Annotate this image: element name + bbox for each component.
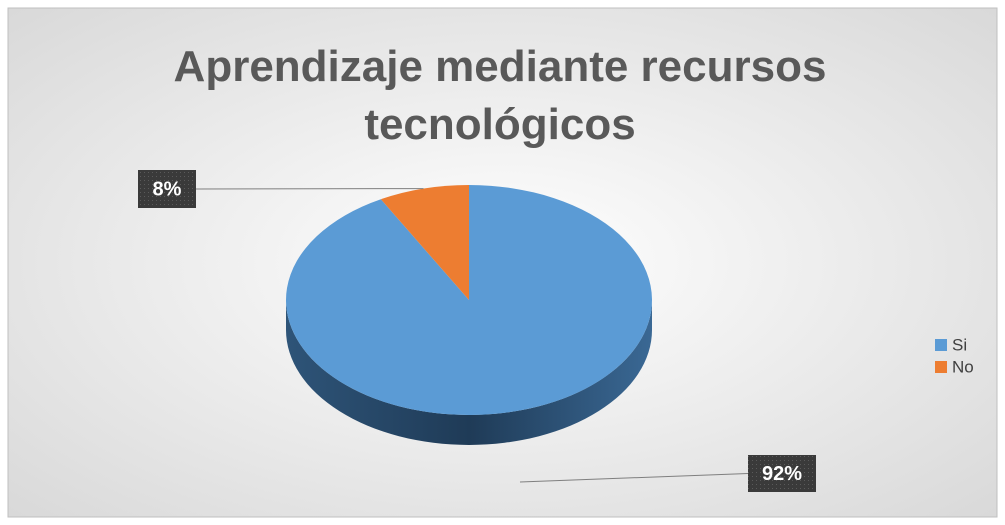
legend-swatch <box>935 339 947 351</box>
data-label: 92% <box>762 463 802 485</box>
pie-side <box>286 300 652 445</box>
legend-label: Si <box>952 335 967 354</box>
data-label-box <box>748 455 816 492</box>
pie-slice <box>380 185 469 300</box>
data-label: 8% <box>153 178 182 200</box>
legend-label: No <box>952 357 974 376</box>
legend-swatch <box>935 361 947 373</box>
data-label-box <box>138 170 196 208</box>
leader-line <box>519 473 749 483</box>
chart-title: Aprendizaje mediante recursos tecnológic… <box>173 42 827 149</box>
